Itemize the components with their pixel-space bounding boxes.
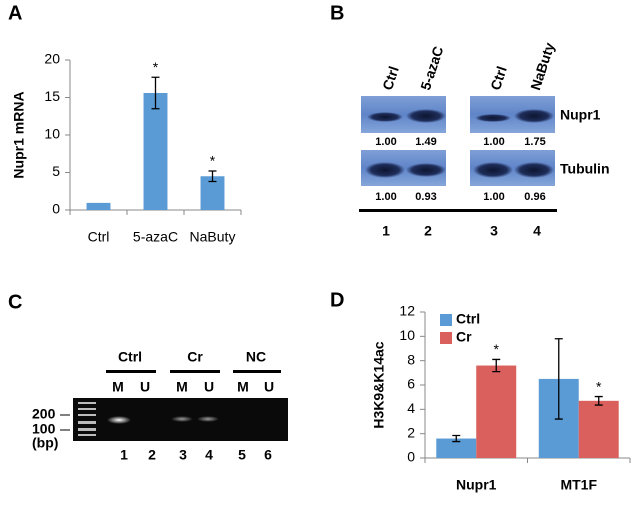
y-tick-label: 4 [407, 400, 415, 416]
lane-label: Ctrl [379, 64, 402, 92]
gel-band [171, 416, 193, 422]
row-label: Nupr1 [560, 107, 601, 123]
group-label: Ctrl [118, 349, 142, 365]
lane-label: M [112, 379, 124, 395]
y-tick-label: 12 [399, 303, 415, 319]
quant: 1.49 [415, 136, 436, 148]
lane-number: 3 [490, 223, 498, 239]
significance: * [494, 341, 500, 357]
lane-label: 5-azaC [417, 44, 446, 92]
significance: * [210, 153, 216, 169]
ladder [78, 402, 96, 436]
x-tick-label: 5-azaC [133, 229, 178, 245]
y-tick-label: 20 [44, 51, 60, 67]
error-bar [208, 170, 217, 183]
panel-label: A [8, 2, 22, 24]
band [475, 114, 511, 122]
lane-label: M [237, 379, 249, 395]
y-tick-label: 10 [399, 327, 415, 343]
size-label: 100 [32, 421, 56, 437]
group-label: NC [246, 349, 266, 365]
gel-band [197, 416, 219, 422]
y-tick-label: 5 [52, 163, 60, 179]
gel-band [107, 416, 131, 424]
size-label: 200 [32, 406, 56, 422]
bar [436, 438, 477, 458]
band [473, 162, 513, 178]
quant: 1.75 [524, 136, 545, 148]
y-tick-label: 0 [52, 201, 60, 217]
legend-label: Ctrl [456, 311, 480, 327]
lane-number: 4 [533, 223, 541, 239]
y-tick-label: 6 [407, 376, 415, 392]
lane-label: U [204, 379, 214, 395]
group-bar [170, 370, 220, 373]
gel: Ctrl Cr NC M U M U M U 200 100 (bp) 1 2 … [32, 349, 288, 463]
y-axis-label: H3K9&K14ac [371, 341, 387, 428]
x-tick-label: NaButy [190, 229, 236, 245]
y-axis-label: Nupr1 mRNA [11, 91, 27, 178]
error-bar [492, 358, 501, 373]
lane-number: 2 [424, 223, 432, 239]
size-label: (bp) [32, 435, 58, 451]
band [367, 112, 403, 122]
group-bar [233, 370, 281, 373]
lane-number: 1 [382, 223, 390, 239]
band [365, 162, 405, 178]
legend-swatch [440, 314, 452, 326]
band [406, 109, 446, 123]
bar [200, 176, 225, 210]
lane-label: M [176, 379, 188, 395]
y-tick-label: 8 [407, 351, 415, 367]
lane-number: 2 [148, 447, 156, 463]
panel-label: B [330, 2, 344, 24]
error-bar [554, 338, 563, 420]
y-tick-label: 0 [407, 449, 415, 465]
row-label: Tubulin [560, 161, 610, 177]
y-tick-label: 2 [407, 424, 415, 440]
group-label: Cr [187, 349, 203, 365]
quant: 1.00 [375, 136, 396, 148]
error-bar [452, 434, 461, 443]
lane-label: U [140, 379, 150, 395]
divider [359, 209, 557, 212]
group-bar [106, 370, 156, 373]
lane-number: 6 [264, 447, 272, 463]
quant: 0.93 [415, 191, 436, 203]
quant: 1.00 [483, 191, 504, 203]
error-bar [151, 76, 160, 110]
lane-label: NaButy [527, 40, 557, 92]
band [514, 162, 554, 178]
legend-label: Cr [456, 329, 472, 345]
bar [86, 202, 111, 210]
lane-label: U [264, 379, 274, 395]
y-tick-label: 15 [44, 88, 60, 104]
lane-number: 4 [205, 447, 213, 463]
band [406, 163, 446, 177]
lane-number: 5 [238, 447, 246, 463]
error-bar [594, 395, 603, 406]
x-tick-label: Ctrl [88, 229, 110, 245]
legend-swatch [440, 332, 452, 344]
y-tick-label: 10 [44, 126, 60, 142]
lane-label: Ctrl [487, 64, 510, 92]
quant: 1.00 [375, 191, 396, 203]
bar [143, 93, 168, 210]
lane-number: 1 [120, 447, 128, 463]
bar [476, 365, 517, 458]
significance: * [596, 378, 602, 394]
lane-number: 3 [179, 447, 187, 463]
panel-label: C [8, 291, 22, 313]
x-tick-label: MT1F [560, 477, 597, 493]
western-blot: Ctrl 5-azaC Ctrl NaButy Nupr1 Tubulin 1.… [359, 40, 610, 239]
panel-label: D [330, 289, 344, 311]
x-tick-label: Nupr1 [456, 477, 497, 493]
bar [578, 400, 619, 458]
quant: 1.00 [483, 136, 504, 148]
significance: * [153, 59, 159, 75]
band [514, 109, 554, 123]
quant: 0.96 [524, 191, 545, 203]
